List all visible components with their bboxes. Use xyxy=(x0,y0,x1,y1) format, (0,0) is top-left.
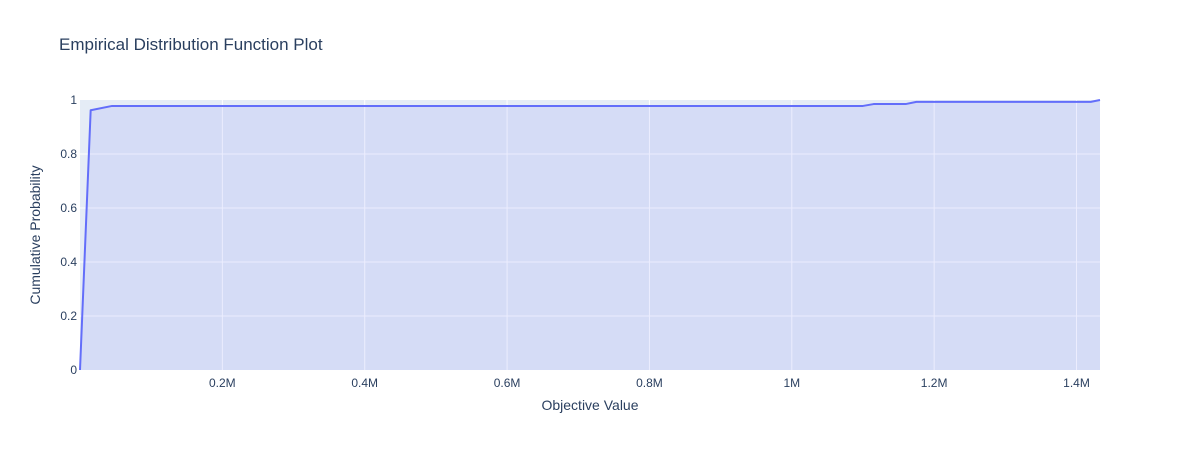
y-axis-title: Cumulative Probability xyxy=(27,165,43,304)
x-tick-label: 1.2M xyxy=(921,376,948,390)
series-line xyxy=(79,99,1101,371)
chart-title: Empirical Distribution Function Plot xyxy=(59,35,323,54)
x-tick-label: 1M xyxy=(783,376,800,390)
x-tick-label: 0.8M xyxy=(636,376,663,390)
x-tick-label: 0.2M xyxy=(209,376,236,390)
y-tick-label: 1 xyxy=(70,93,77,107)
tick-labels: 0.2M 0.4M 0.6M 0.8M 1M 1.2M 1.4M 0 0.2 0.4 0.6 0.8 1 xyxy=(60,93,1090,390)
y-tick-label: 0.2 xyxy=(60,309,77,323)
x-axis-title: Objective Value xyxy=(541,397,638,413)
y-tick-label: 0.4 xyxy=(60,255,77,269)
y-tick-label: 0.8 xyxy=(60,147,77,161)
plot-area xyxy=(80,100,1100,370)
series-fill-area xyxy=(80,100,1100,370)
gridlines xyxy=(80,100,1100,370)
x-tick-label: 0.6M xyxy=(494,376,521,390)
y-tick-label: 0.6 xyxy=(60,201,77,215)
y-tick-label: 0 xyxy=(70,363,77,377)
x-tick-label: 0.4M xyxy=(351,376,378,390)
x-tick-label: 1.4M xyxy=(1063,376,1090,390)
series-layer xyxy=(79,99,1101,371)
